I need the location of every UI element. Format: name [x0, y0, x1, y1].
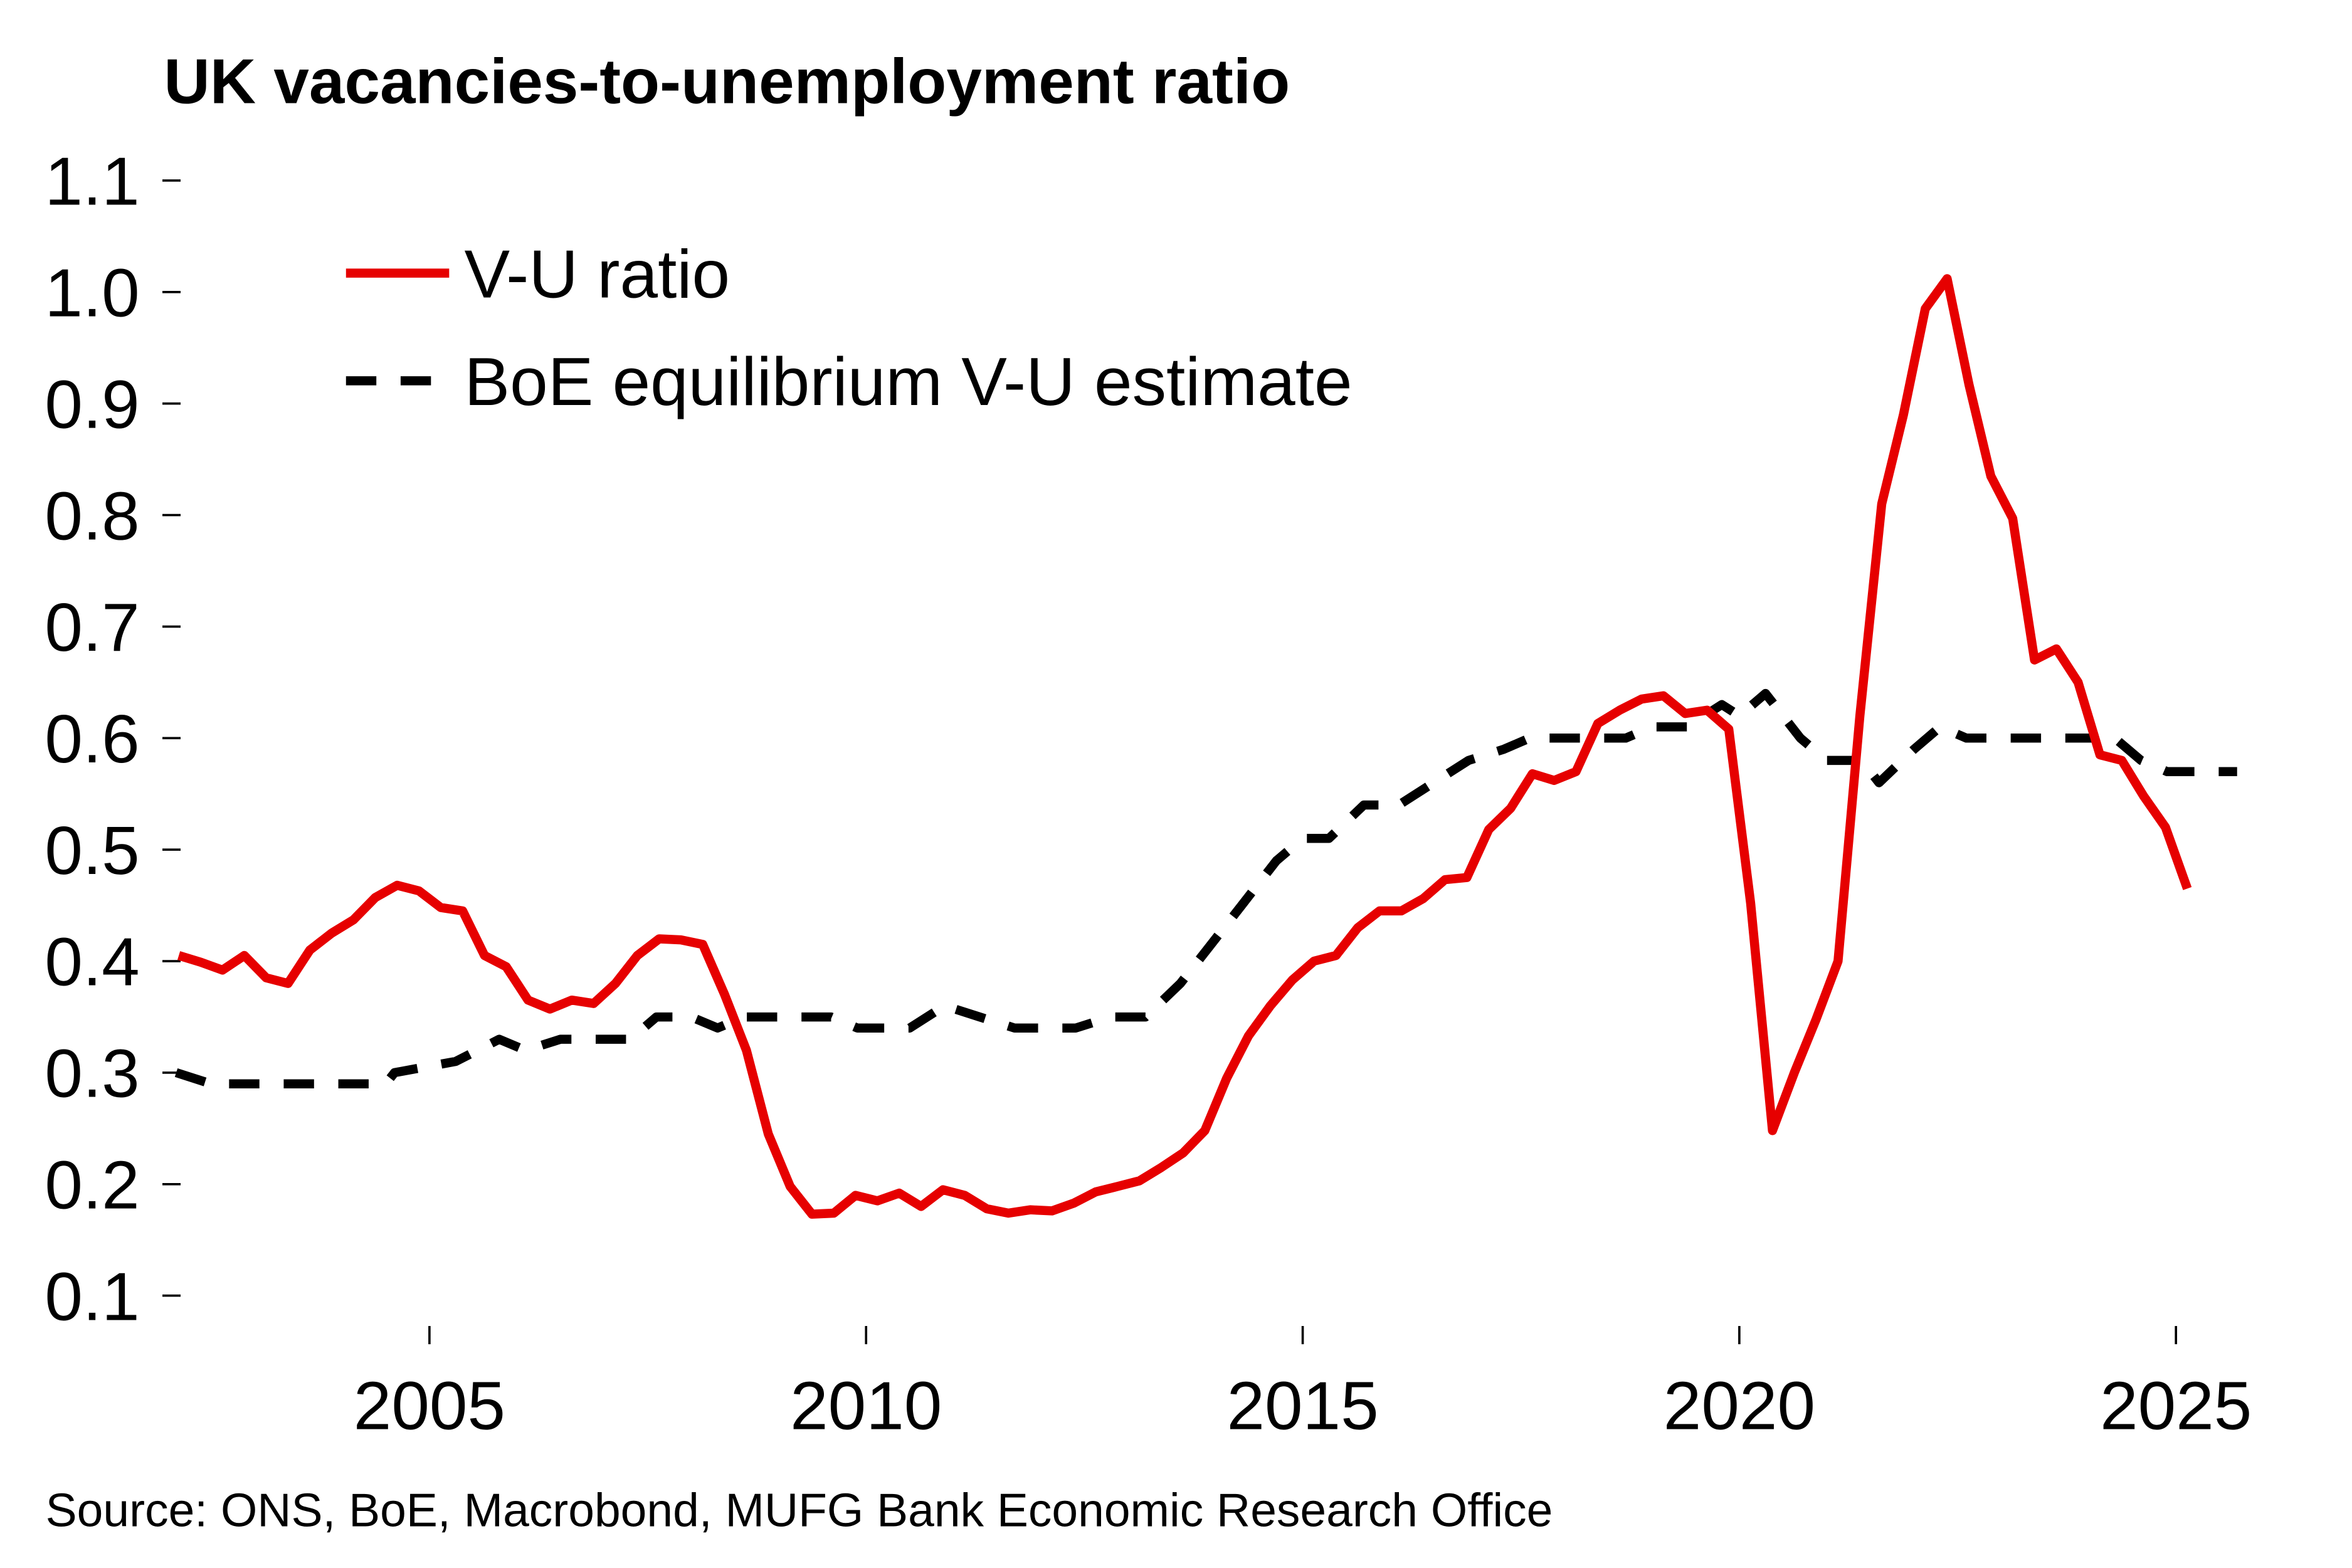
y-tick-label: 0.9 [45, 366, 139, 443]
y-tick-label: 0.8 [45, 478, 139, 554]
y-tick-label: 0.3 [45, 1036, 139, 1112]
y-axis: 0.1 0.2 0.3 0.4 0.5 0.6 0.7 0.8 0.9 1.0 1.1 [45, 144, 181, 1335]
y-tick-label: 1.1 [45, 144, 139, 220]
series-line-vu-ratio [177, 274, 2192, 1219]
y-tick-label: 0.1 [45, 1258, 139, 1335]
y-tick-label: 0.7 [45, 589, 139, 666]
plot-area [174, 274, 2237, 1219]
legend: V-U ratio BoE equilibrium V-U estimate [345, 236, 1353, 420]
legend-label-boe-estimate: BoE equilibrium V-U estimate [465, 344, 1353, 420]
x-tick-label: 2015 [1226, 1368, 1378, 1444]
x-axis: 2005 2010 2015 2020 2025 [354, 1326, 2252, 1444]
x-tick-label: 2010 [790, 1368, 942, 1444]
series-line-boe-estimate [174, 688, 2237, 1089]
y-tick-label: 1.0 [45, 255, 139, 332]
y-tick-label: 0.5 [45, 813, 139, 889]
source-note: Source: ONS, BoE, Macrobond, MUFG Bank E… [46, 1483, 1553, 1536]
chart-title: UK vacancies-to-unemployment ratio [164, 46, 1290, 117]
y-tick-label: 0.2 [45, 1147, 139, 1223]
y-tick-label: 0.4 [45, 924, 139, 1001]
legend-label-vu-ratio: V-U ratio [465, 236, 730, 312]
x-tick-label: 2025 [2100, 1368, 2252, 1444]
y-tick-label: 0.6 [45, 701, 139, 777]
x-tick-label: 2005 [354, 1368, 505, 1444]
x-tick-label: 2020 [1664, 1368, 1815, 1444]
